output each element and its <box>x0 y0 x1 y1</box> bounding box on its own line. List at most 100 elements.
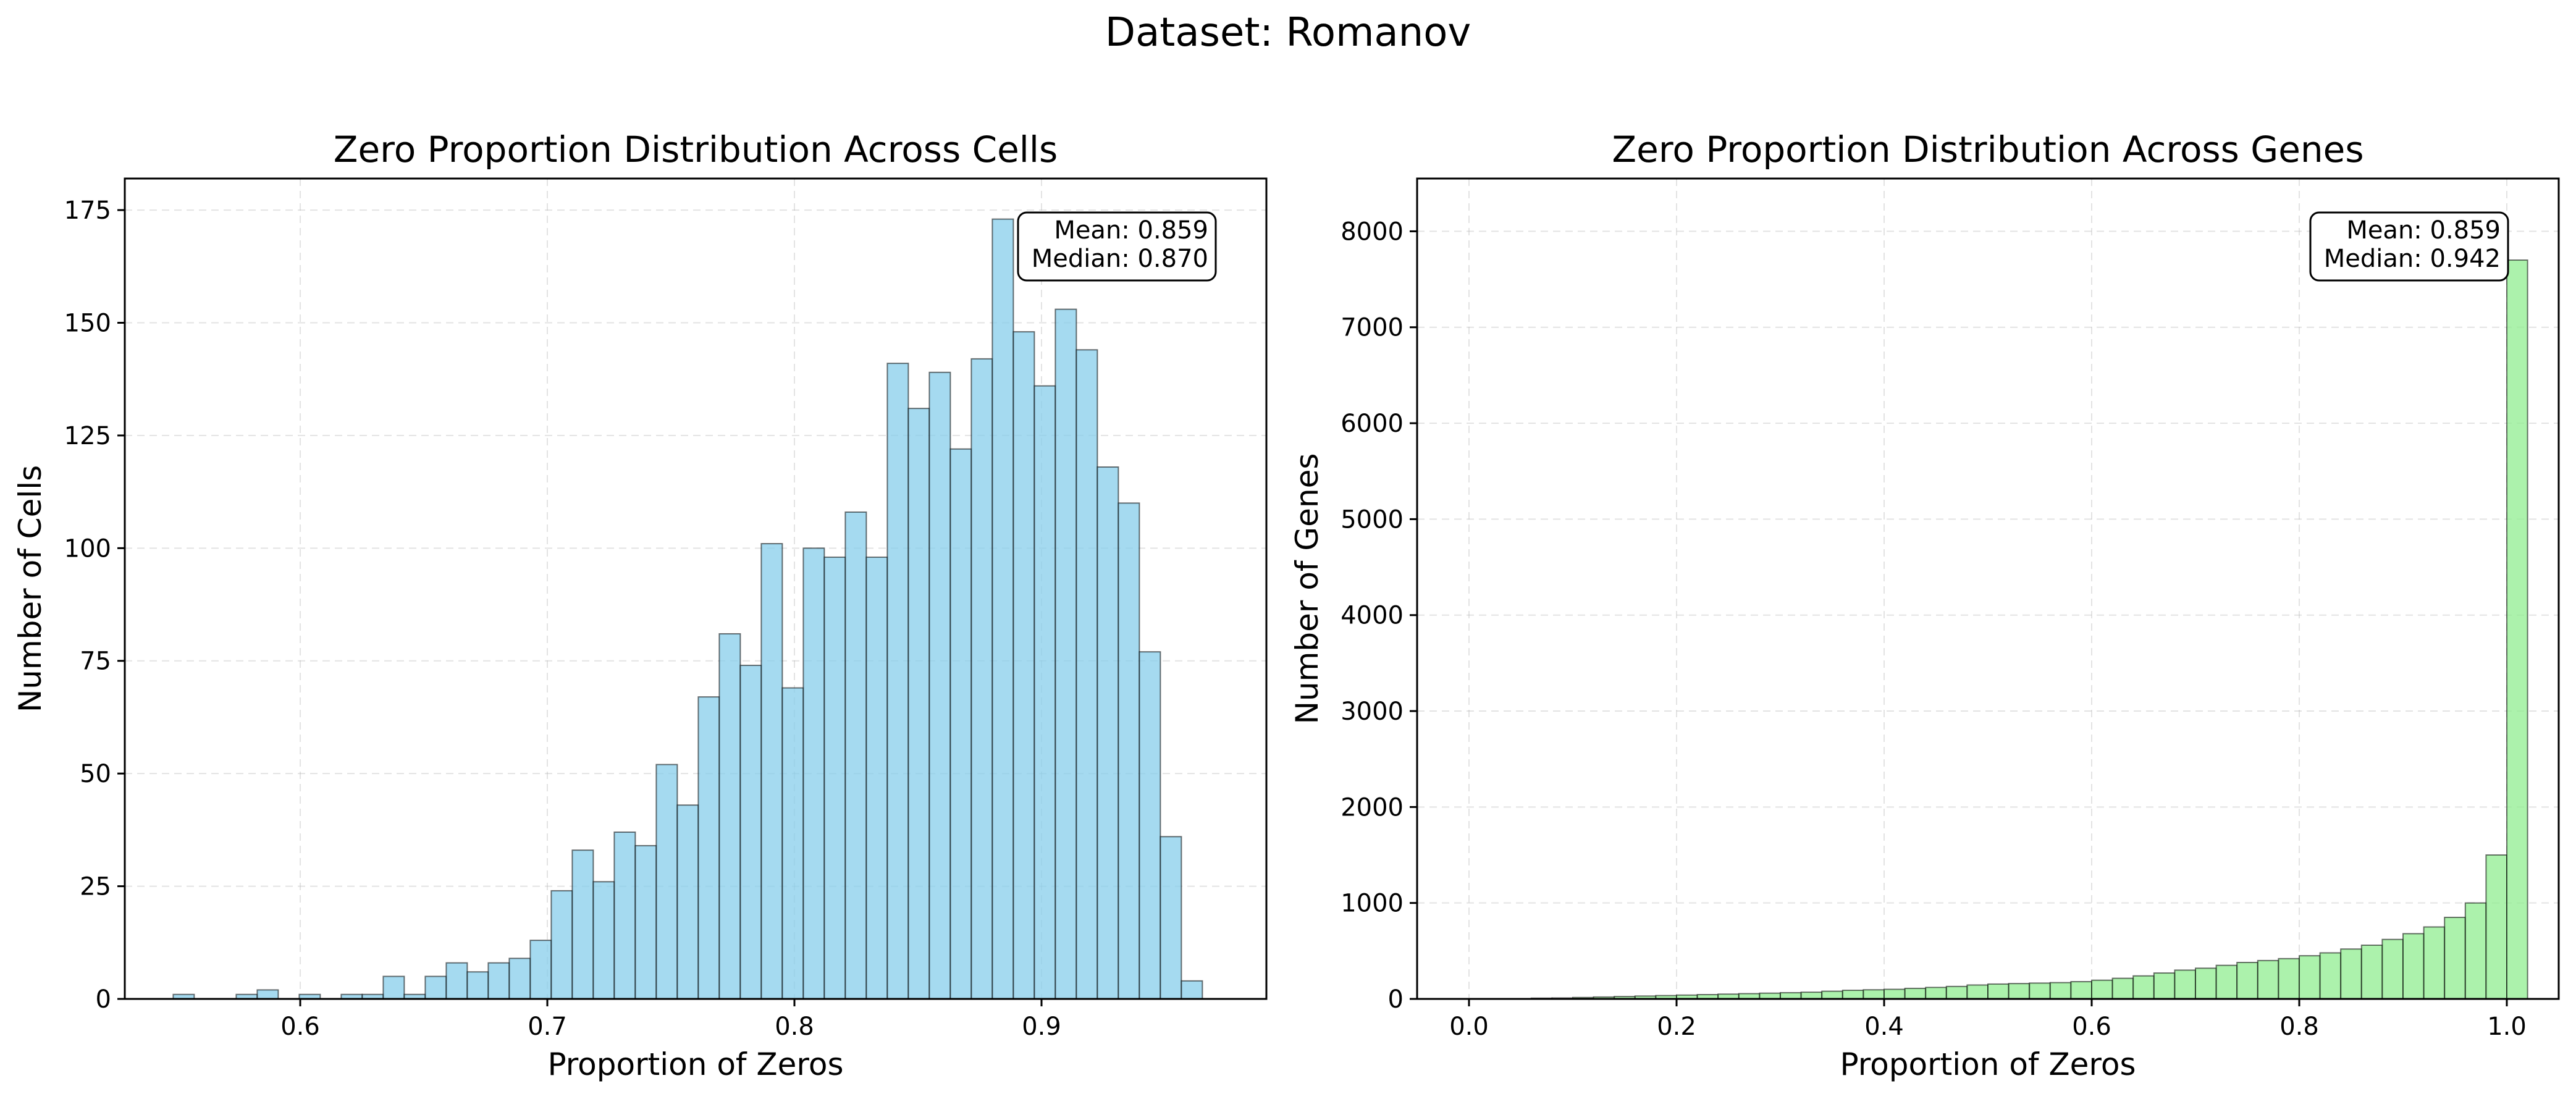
cells-histogram-bar <box>1181 980 1203 1000</box>
cells-histogram-bar <box>592 881 615 1000</box>
cells-histogram-bar <box>1012 331 1035 1000</box>
cells-histogram-bar <box>487 962 510 1000</box>
cells-histogram-bar <box>760 543 783 1000</box>
cells-xtick-label: 0.7 <box>528 1013 567 1041</box>
genes-histogram-bar <box>1925 987 1947 1000</box>
cells-histogram-bar <box>718 633 741 1000</box>
cells-histogram-bar <box>613 832 636 1000</box>
cells-ytick-label: 50 <box>80 760 111 788</box>
genes-stat-median: Median: 0.942 <box>2324 245 2501 273</box>
genes-ytick-label: 7000 <box>1341 314 1404 342</box>
genes-histogram-bar <box>2319 952 2342 1000</box>
genes-ytick-label: 8000 <box>1341 217 1404 246</box>
cells-histogram-bar <box>1096 466 1119 1000</box>
figure-suptitle: Dataset: Romanov <box>1105 10 1471 56</box>
cells-ticks: 0.6 0.7 0.8 0.9 0 25 50 75 100 125 150 175 <box>64 196 1061 1041</box>
genes-histogram-bar <box>1987 983 2010 1000</box>
genes-histogram-bar <box>2278 958 2300 1000</box>
genes-histogram-bar <box>2070 981 2092 1000</box>
genes-histogram-bar <box>2132 975 2155 1000</box>
genes-ytick-label: 5000 <box>1341 505 1404 534</box>
cells-stat-mean: Mean: 0.859 <box>1054 216 1208 245</box>
genes-ytick-label: 0 <box>1388 985 1404 1014</box>
genes-histogram-bar <box>2049 982 2072 1000</box>
cells-histogram-bar <box>1118 502 1140 1000</box>
cells-stats-box: Mean: 0.859 Median: 0.870 <box>1017 211 1217 282</box>
genes-title: Zero Proportion Distribution Across Gene… <box>1612 128 2363 171</box>
cells-ytick-label: 175 <box>64 196 111 225</box>
genes-histogram-bar <box>2381 938 2404 1000</box>
chart-genes: 0.0 0.2 0.4 0.6 0.8 1.0 0 1000 2000 3000 4000 5000 6… <box>1289 128 2560 1082</box>
genes-stats-box-frame <box>2309 211 2509 282</box>
genes-xtick-label: 0.8 <box>2279 1013 2319 1041</box>
genes-histogram-bar <box>1780 992 1802 1000</box>
cells-histogram-bar <box>1139 651 1161 1000</box>
cells-ylabel: Number of Cells <box>12 465 48 712</box>
genes-stats-box: Mean: 0.859 Median: 0.942 <box>2309 211 2509 282</box>
genes-histogram-bar <box>2402 933 2425 1000</box>
cells-ytick-label: 150 <box>64 309 111 337</box>
genes-histogram-bar <box>2174 969 2196 1000</box>
genes-histogram-bar <box>2423 926 2446 1000</box>
genes-ytick-label: 1000 <box>1341 890 1404 918</box>
genes-histogram-bar <box>2111 977 2134 1000</box>
genes-histogram-bar <box>2091 979 2113 1000</box>
genes-ytick-label: 6000 <box>1341 410 1404 438</box>
cells-histogram-bar <box>907 408 930 1000</box>
cells-xtick-label: 0.6 <box>280 1013 320 1041</box>
genes-ytick-label: 3000 <box>1341 697 1404 726</box>
genes-histogram-bar <box>2153 972 2176 1000</box>
cells-histogram-bar <box>529 940 552 1000</box>
chart-cells: 0.6 0.7 0.8 0.9 0 25 50 75 100 125 150 175 Zero Pro… <box>12 128 1268 1082</box>
genes-histogram-bar <box>1966 984 1989 1000</box>
cells-histogram-bar <box>466 971 489 1000</box>
cells-ytick-label: 100 <box>64 534 111 563</box>
genes-histogram-bar <box>1945 985 1968 1000</box>
cells-histogram-bar <box>697 696 720 1000</box>
cells-histogram-bar <box>424 975 447 1000</box>
cells-ytick-label: 0 <box>96 985 111 1014</box>
genes-histogram-bar <box>1884 988 1906 1000</box>
cells-histogram-bar <box>928 371 951 1000</box>
genes-histogram-bar <box>2029 982 2051 1000</box>
genes-histogram-bar <box>2008 983 2031 1000</box>
cells-histogram-bar <box>991 218 1014 1000</box>
cells-histogram-bar <box>256 989 279 1000</box>
genes-histogram-bar <box>1842 990 1864 1000</box>
genes-histogram-bar <box>2257 959 2279 1000</box>
cells-histogram-bar <box>886 363 909 1000</box>
cells-xlabel: Proportion of Zeros <box>547 1046 843 1082</box>
cells-histogram-bar <box>508 958 531 1000</box>
cells-histogram-bar <box>382 975 405 1000</box>
genes-histogram-bar <box>2299 955 2321 1000</box>
genes-histogram-bar <box>1863 989 1885 1000</box>
genes-histogram-bar <box>2236 961 2258 1000</box>
cells-histogram-bar <box>634 844 657 1000</box>
genes-histogram-bar <box>2215 964 2238 1000</box>
genes-xtick-label: 0.4 <box>1864 1013 1904 1041</box>
cells-title: Zero Proportion Distribution Across Cell… <box>334 128 1058 171</box>
cells-ytick-label: 75 <box>80 647 111 676</box>
cells-histogram-bar <box>949 448 972 1000</box>
cells-stat-median: Median: 0.870 <box>1032 245 1208 273</box>
cells-histogram-bar <box>1054 308 1077 1000</box>
cells-ytick-label: 125 <box>64 422 111 450</box>
genes-xlabel: Proportion of Zeros <box>1840 1046 2136 1082</box>
cells-histogram-bar <box>571 849 594 1000</box>
genes-xtick-label: 0.0 <box>1449 1013 1489 1041</box>
cells-histogram-bar <box>655 764 678 1000</box>
cells-histogram-bar <box>802 547 825 1000</box>
cells-histogram-bar <box>1075 349 1098 1000</box>
genes-histogram-bar <box>2195 967 2217 1000</box>
genes-histogram-bar <box>2340 948 2362 1000</box>
genes-grid <box>1417 179 2559 1000</box>
cells-histogram-bar <box>781 687 804 1000</box>
genes-xtick-label: 1.0 <box>2487 1013 2527 1041</box>
genes-ticks: 0.0 0.2 0.4 0.6 0.8 1.0 0 1000 2000 3000 4000 5000 6… <box>1341 217 2527 1041</box>
genes-xtick-label: 0.2 <box>1657 1013 1696 1041</box>
genes-histogram-bar <box>2506 259 2528 1000</box>
genes-histogram-bar <box>2360 945 2383 1000</box>
genes-histogram-bar <box>1800 992 1823 1000</box>
cells-stats-box-frame <box>1017 211 1217 282</box>
